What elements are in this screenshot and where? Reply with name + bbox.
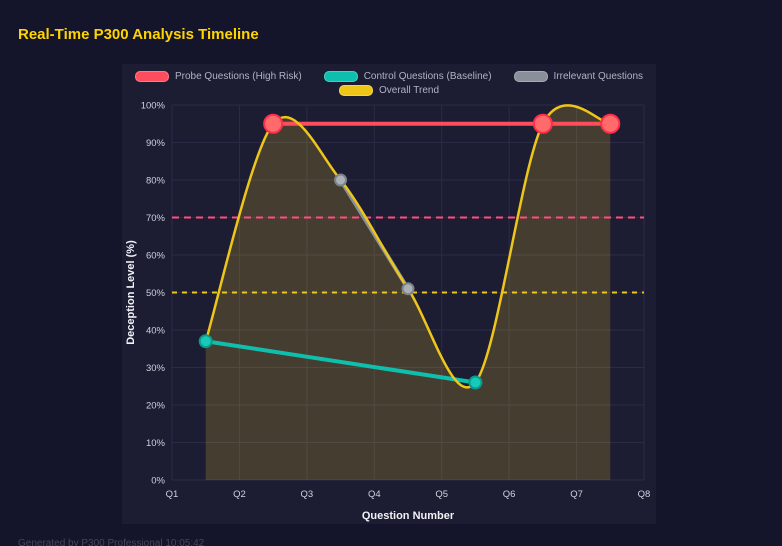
legend-label: Irrelevant Questions (553, 71, 644, 82)
y-tick-label: 60% (146, 251, 166, 262)
legend-label: Control Questions (Baseline) (363, 71, 492, 82)
y-tick-label: 20% (146, 401, 166, 412)
legend-label: Probe Questions (High Risk) (174, 71, 302, 82)
chart-legend: Probe Questions (High Risk) Control Quest… (122, 71, 656, 96)
timeline-chart: 0% 10% 20% 30% 40% 50% 60% 70% 80% 90% 100% Q1 Q2 Q3 Q… (125, 101, 651, 523)
y-tick-label: 10% (146, 438, 166, 449)
legend-item-irrelevant-questions[interactable]: Irrelevant Questions (513, 71, 644, 82)
y-tick-label: 80% (146, 176, 166, 187)
footer-note: Generated by P300 Professional 10:05:42 (18, 538, 205, 546)
legend-row: Overall Trend (338, 85, 440, 96)
data-point-control-questions[interactable] (468, 375, 483, 390)
data-point-probe-questions[interactable] (532, 113, 553, 134)
y-tick-label: 40% (146, 326, 166, 337)
data-point-irrelevant-questions[interactable] (401, 282, 415, 296)
y-axis-title: Deception Level (%) (125, 240, 137, 345)
x-tick-label: Q4 (368, 489, 381, 500)
x-tick-label: Q3 (301, 489, 314, 500)
y-tick-label: 0% (151, 476, 165, 487)
x-tick-label: Q8 (638, 489, 651, 500)
x-tick-label: Q5 (435, 489, 448, 500)
x-axis-title: Question Number (362, 510, 455, 522)
data-point-probe-questions[interactable] (600, 113, 621, 134)
legend-swatch-probe-questions (134, 71, 169, 82)
y-tick-label: 30% (146, 363, 166, 374)
data-point-probe-questions[interactable] (263, 113, 284, 134)
data-point-irrelevant-questions[interactable] (334, 173, 348, 187)
legend-item-probe-questions[interactable]: Probe Questions (High Risk) (134, 71, 302, 82)
legend-row: Probe Questions (High Risk) Control Quest… (134, 71, 644, 82)
y-tick-label: 70% (146, 213, 166, 224)
y-tick-label: 50% (146, 288, 166, 299)
series-line-control-questions (203, 339, 478, 385)
legend-item-overall-trend[interactable]: Overall Trend (338, 85, 440, 96)
x-tick-label: Q7 (570, 489, 583, 500)
legend-swatch-control-questions (323, 71, 358, 82)
legend-item-control-questions[interactable]: Control Questions (Baseline) (323, 71, 492, 82)
data-point-control-questions[interactable] (198, 334, 213, 349)
page-title: Real-Time P300 Analysis Timeline (18, 26, 259, 43)
x-tick-label: Q1 (166, 489, 179, 500)
chart-panel: Probe Questions (High Risk) Control Quest… (122, 64, 656, 524)
x-tick-label: Q6 (503, 489, 516, 500)
y-tick-label: 90% (146, 138, 166, 149)
x-tick-label: Q2 (233, 489, 246, 500)
y-tick-label: 100% (141, 101, 166, 112)
legend-swatch-irrelevant-questions (513, 71, 548, 82)
legend-swatch-overall-trend (338, 85, 373, 96)
legend-label: Overall Trend (378, 85, 440, 96)
